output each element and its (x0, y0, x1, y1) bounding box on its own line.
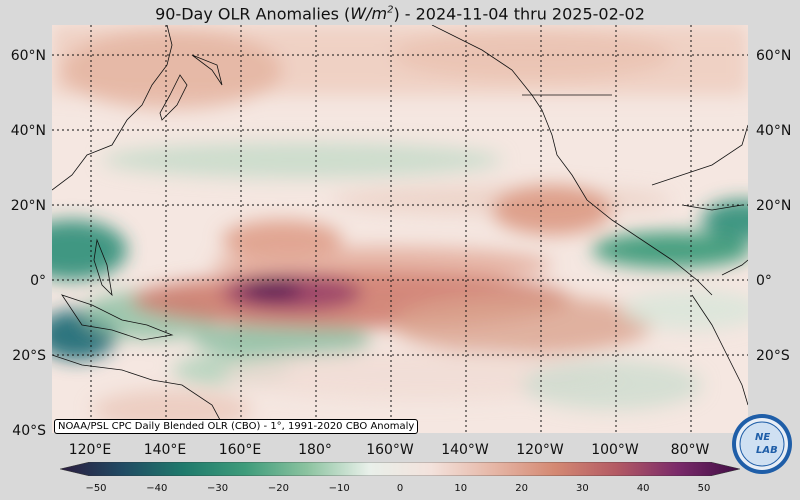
lat-label-20s-right: 20°S (756, 348, 790, 364)
lon-label-140e: 140°E (143, 442, 187, 458)
colorbar-body (60, 462, 740, 476)
colorbar-tick-label: 40 (636, 483, 650, 494)
lat-label-20s-left: 20°S (12, 348, 46, 364)
colorbar-tick-label: −10 (328, 483, 350, 494)
colorbar (60, 462, 740, 476)
logo-text-top: NE (755, 432, 770, 443)
japan-outline (159, 74, 188, 121)
anomaly-field (52, 25, 748, 430)
coastlines (52, 25, 748, 433)
colorbar-tick-label: −20 (267, 483, 289, 494)
lon-label-140w: 140°W (441, 442, 489, 458)
colombia-coast (721, 259, 748, 276)
lat-label-40n-left: 40°N (10, 123, 46, 139)
philippines-outline (93, 238, 113, 297)
cuba-outline (681, 204, 743, 211)
gulf-coast (651, 124, 748, 186)
olr-anomaly-map (52, 25, 748, 433)
colorbar-tick-label: −50 (85, 483, 107, 494)
lat-label-60n-left: 60°N (10, 48, 46, 64)
lon-label-160e: 160°E (218, 442, 262, 458)
lon-label-120w: 120°W (516, 442, 564, 458)
colorbar-tick-label: 20 (515, 483, 528, 494)
australia-coast (52, 354, 228, 433)
colorbar-tick-label: −30 (207, 483, 229, 494)
lat-label-20n-left: 20°N (10, 198, 46, 214)
chart-title: 90-Day OLR Anomalies (W/m2) - 2024-11-04… (155, 4, 645, 24)
logo-text-bottom: LAB (756, 445, 778, 456)
lat-label-20n-right: 20°N (756, 198, 792, 214)
colorbar-tick-label: 0 (396, 483, 404, 494)
lon-label-160w: 160°W (366, 442, 414, 458)
colorbar-tick-label: 50 (697, 483, 711, 494)
lat-label-40s-left: 40°S (12, 423, 46, 439)
kamchatka-outline (191, 54, 223, 86)
graticule (52, 25, 748, 433)
lat-label-0-left: 0° (30, 273, 46, 289)
lon-label-100w: 100°W (591, 442, 639, 458)
lon-label-80w: 80°W (670, 442, 710, 458)
colorbar-tick-label: 10 (454, 483, 468, 494)
lon-label-120e: 120°E (68, 442, 112, 458)
data-credit-label: NOAA/PSL CPC Daily Blended OLR (CBO) - 1… (54, 419, 419, 434)
lat-label-60n-right: 60°N (756, 48, 792, 64)
asia-coast (52, 25, 173, 191)
colorbar-tick-label: −40 (146, 483, 168, 494)
new-guinea-outline (61, 294, 174, 341)
nexlab-logo: NE LAB (732, 414, 792, 474)
colorbar-tick-label: 30 (576, 483, 589, 494)
lat-label-0-right: 0° (756, 273, 772, 289)
lon-label-180: 180° (298, 442, 332, 458)
north-america-west-coast (431, 25, 713, 296)
lat-label-40n-right: 40°N (756, 123, 792, 139)
